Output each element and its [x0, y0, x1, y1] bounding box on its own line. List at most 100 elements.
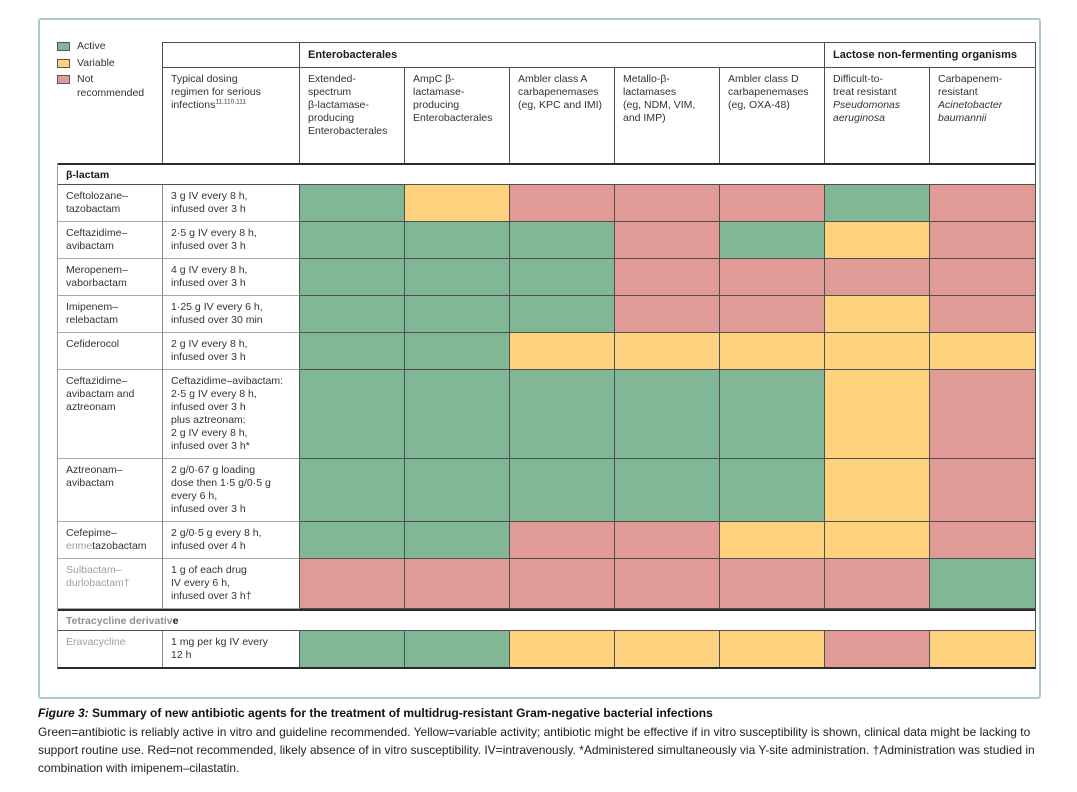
legend-label: Not recommended: [77, 73, 145, 99]
status-cell-active: [615, 459, 720, 522]
drug-name: tazobactam: [92, 540, 147, 552]
drug-name-cell: Ceftazidime– avibactam and aztreonam: [58, 370, 163, 459]
drug-name-cell: Ceftolozane– tazobactam: [58, 185, 163, 222]
status-cell-not: [825, 259, 930, 296]
header-col-3: Ambler class A carbapenemases (eg, KPC a…: [510, 68, 615, 164]
status-cell-not: [930, 296, 1035, 333]
status-cell-active: [405, 333, 510, 370]
header-col-label: Ambler class D carbapenemases (eg, OXA-4…: [728, 73, 809, 111]
header-group-enterobacterales: Enterobacterales: [300, 43, 825, 68]
drug-name-cell: Sulbactam– durlobactam†: [58, 559, 163, 609]
status-cell-active: [300, 370, 405, 459]
dosing-cell: 1 g of each drug IV every 6 h, infused o…: [163, 559, 300, 609]
header-col-label: Metallo-β- lactamases (eg, NDM, VIM, and…: [623, 73, 696, 124]
section-title-segment: β-lactam: [66, 169, 110, 181]
drug-name: Cefiderocol: [66, 338, 120, 350]
status-cell-active: [930, 559, 1035, 609]
header-col-label: Ambler class A carbapenemases (eg, KPC a…: [518, 73, 603, 111]
legend: Active Variable Not recommended: [57, 40, 157, 103]
status-cell-not: [930, 522, 1035, 559]
legend-swatch-variable: [57, 58, 70, 68]
figure-frame: Active Variable Not recommended Enterobact…: [38, 18, 1041, 699]
header-empty-cell: [163, 43, 300, 68]
legend-label: Variable: [77, 56, 115, 69]
status-cell-not: [825, 631, 930, 667]
table-body: β-lactam Ceftolozane– tazobactam 3 g IV ev…: [57, 163, 1036, 669]
drug-name: Ceftolozane– tazobactam: [66, 190, 128, 215]
drug-name-cell: Cefiderocol: [58, 333, 163, 370]
header-group-lactose-non-fermenting: Lactose non-fermenting organisms: [825, 43, 1035, 68]
status-cell-active: [300, 259, 405, 296]
drug-name-cell: Aztreonam– avibactam: [58, 459, 163, 522]
status-cell-active: [405, 459, 510, 522]
status-cell-variable: [405, 185, 510, 222]
status-cell-active: [720, 459, 825, 522]
table-header: Enterobacterales Lactose non-fermenting …: [162, 42, 1036, 164]
dosing-cell: 1 mg per kg IV every 12 h: [163, 631, 300, 667]
section-title-segment: Tetracycline derivativ: [66, 615, 173, 627]
status-cell-variable: [615, 333, 720, 370]
status-cell-not: [930, 259, 1035, 296]
drug-name: Ceftazidime– avibactam and aztreonam: [66, 375, 135, 413]
header-col-label: AmpC β- lactamase- producing Enterobacte…: [413, 73, 493, 124]
status-cell-variable: [825, 370, 930, 459]
status-cell-not: [615, 222, 720, 259]
header-dosing-cell: Typical dosing regimen for serious infec…: [163, 68, 300, 164]
dosing-cell: 2 g/0·67 g loading dose then 1·5 g/0·5 g…: [163, 459, 300, 522]
status-cell-variable: [825, 222, 930, 259]
status-cell-not: [615, 296, 720, 333]
status-cell-variable: [825, 333, 930, 370]
status-cell-not: [930, 222, 1035, 259]
drug-name: Eravacycline: [66, 636, 126, 648]
dosing-cell: 2·5 g IV every 8 h, infused over 3 h: [163, 222, 300, 259]
status-cell-active: [510, 259, 615, 296]
drug-name-cell: Meropenem– vaborbactam: [58, 259, 163, 296]
status-cell-active: [405, 296, 510, 333]
caption-body: Green=antibiotic is reliably active in v…: [38, 725, 1035, 775]
status-cell-active: [405, 522, 510, 559]
status-cell-not: [615, 522, 720, 559]
status-cell-active: [510, 222, 615, 259]
status-cell-variable: [510, 631, 615, 667]
status-cell-active: [510, 296, 615, 333]
header-col-species: Acinetobacter baumannii: [938, 99, 1003, 124]
drug-name: enme: [66, 540, 93, 552]
caption-title: Figure 3: Summary of new antibiotic agen…: [38, 705, 1043, 722]
status-cell-variable: [615, 631, 720, 667]
drug-name-cell: Imipenem– relebactam: [58, 296, 163, 333]
dosing-cell: 4 g IV every 8 h, infused over 3 h: [163, 259, 300, 296]
status-cell-not: [720, 559, 825, 609]
header-col-species: Pseudomonas aeruginosa: [833, 99, 901, 124]
status-cell-active: [405, 259, 510, 296]
status-cell-not: [615, 185, 720, 222]
status-cell-variable: [930, 631, 1035, 667]
drug-name-cell: Ceftazidime– avibactam: [58, 222, 163, 259]
figure-caption: Figure 3: Summary of new antibiotic agen…: [38, 705, 1043, 777]
status-cell-not: [825, 559, 930, 609]
legend-item-variable: Variable: [57, 57, 157, 71]
status-cell-not: [615, 259, 720, 296]
status-cell-not: [930, 459, 1035, 522]
legend-item-not: Not recommended: [57, 73, 157, 100]
drug-name: Meropenem– vaborbactam: [66, 264, 128, 289]
status-cell-variable: [720, 333, 825, 370]
status-cell-not: [300, 559, 405, 609]
status-cell-not: [720, 185, 825, 222]
dosing-cell: Ceftazidime–avibactam: 2·5 g IV every 8 …: [163, 370, 300, 459]
dosing-cell: 2 g IV every 8 h, infused over 3 h: [163, 333, 300, 370]
status-cell-active: [615, 370, 720, 459]
status-cell-not: [720, 259, 825, 296]
status-cell-active: [300, 631, 405, 667]
drug-name-cell: Eravacycline: [58, 631, 163, 667]
status-cell-not: [510, 185, 615, 222]
status-cell-active: [300, 333, 405, 370]
legend-label: Active: [77, 40, 106, 52]
header-col-label: Difficult-to- treat resistant: [833, 73, 897, 98]
header-col-4: Metallo-β- lactamases (eg, NDM, VIM, and…: [615, 68, 720, 164]
status-cell-not: [510, 522, 615, 559]
status-cell-active: [300, 296, 405, 333]
status-cell-variable: [825, 459, 930, 522]
status-cell-active: [720, 222, 825, 259]
dosing-cell: 2 g/0·5 g every 8 h, infused over 4 h: [163, 522, 300, 559]
